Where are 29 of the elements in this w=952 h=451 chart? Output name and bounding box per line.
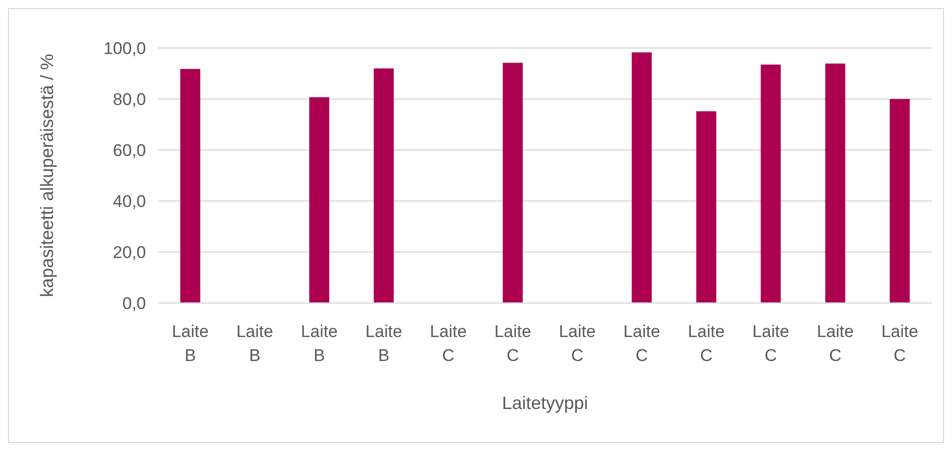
x-axis-title: Laitetyyppi — [502, 393, 588, 413]
bar — [890, 99, 910, 303]
x-tick-label: Laite C — [623, 322, 660, 365]
bar — [374, 68, 394, 303]
x-tick-label: Laite B — [236, 322, 274, 365]
bar — [760, 64, 781, 303]
x-tick-label: Laite B — [300, 322, 338, 365]
x-tick-label: Laite C — [430, 322, 467, 365]
x-tick-label: Laite C — [816, 322, 854, 365]
bar — [825, 64, 846, 303]
y-tick-label: 0,0 — [122, 294, 146, 313]
bar — [632, 52, 652, 303]
bar — [696, 111, 716, 303]
x-tick-label: Laite C — [494, 322, 532, 365]
x-tick-label: Laite C — [688, 322, 725, 365]
x-tick-label: Laite B — [172, 322, 209, 365]
y-tick-label: 100,0 — [103, 38, 146, 58]
x-tick-label: Laite C — [752, 322, 790, 365]
x-tick-label: Laite C — [558, 322, 596, 365]
y-axis-title: kapasiteetti alkuperäisestä / % — [37, 54, 57, 298]
y-tick-label: 60,0 — [112, 140, 146, 160]
y-tick-label: 40,0 — [112, 192, 146, 211]
bar — [309, 97, 330, 303]
x-tick-label: Laite B — [365, 322, 402, 365]
y-tick-label: 20,0 — [112, 242, 146, 262]
bar — [502, 62, 523, 303]
x-tick-label: Laite C — [881, 322, 918, 365]
bar — [180, 68, 200, 303]
y-tick-label: 80,0 — [112, 90, 146, 109]
